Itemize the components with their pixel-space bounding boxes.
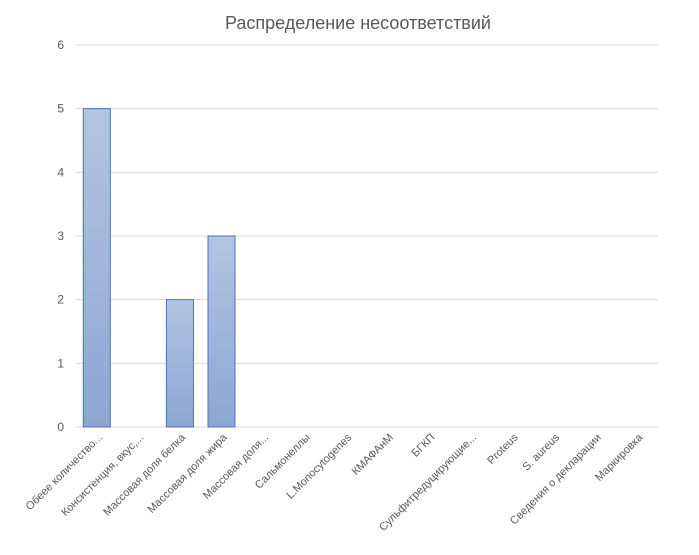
y-tick-label: 4: [57, 165, 64, 179]
x-tick-label: Массовая доля белка: [101, 431, 188, 518]
y-tick-label: 2: [57, 293, 64, 307]
x-tick-label: КМАФАнМ: [350, 432, 396, 478]
x-tick-label: Консистенция, вкус,...: [59, 432, 146, 519]
y-tick-label: 5: [57, 102, 64, 116]
x-tick-label: Обеее количество...: [24, 432, 105, 513]
gridlines: [76, 44, 658, 428]
chart-title: Распределение несоответствий: [225, 13, 491, 33]
y-axis-ticks: 0 1 2 3 4 5 6: [57, 38, 64, 434]
y-tick-label: 3: [57, 229, 64, 243]
bar-0: [82, 108, 111, 428]
y-tick-label: 1: [57, 356, 64, 370]
y-tick-label: 6: [57, 38, 64, 52]
bars: [82, 108, 236, 428]
x-tick-label: Массовая доля жира: [145, 431, 230, 516]
x-axis-labels: Обеее количество...Консистенция, вкус,..…: [24, 431, 646, 534]
bar-2: [165, 299, 194, 428]
x-tick-label: Proteus: [485, 431, 521, 467]
y-tick-label: 0: [57, 420, 64, 434]
x-tick-label: БГКП: [410, 432, 438, 460]
x-tick-label: S. aureus: [520, 431, 562, 473]
bar-3: [207, 235, 236, 428]
